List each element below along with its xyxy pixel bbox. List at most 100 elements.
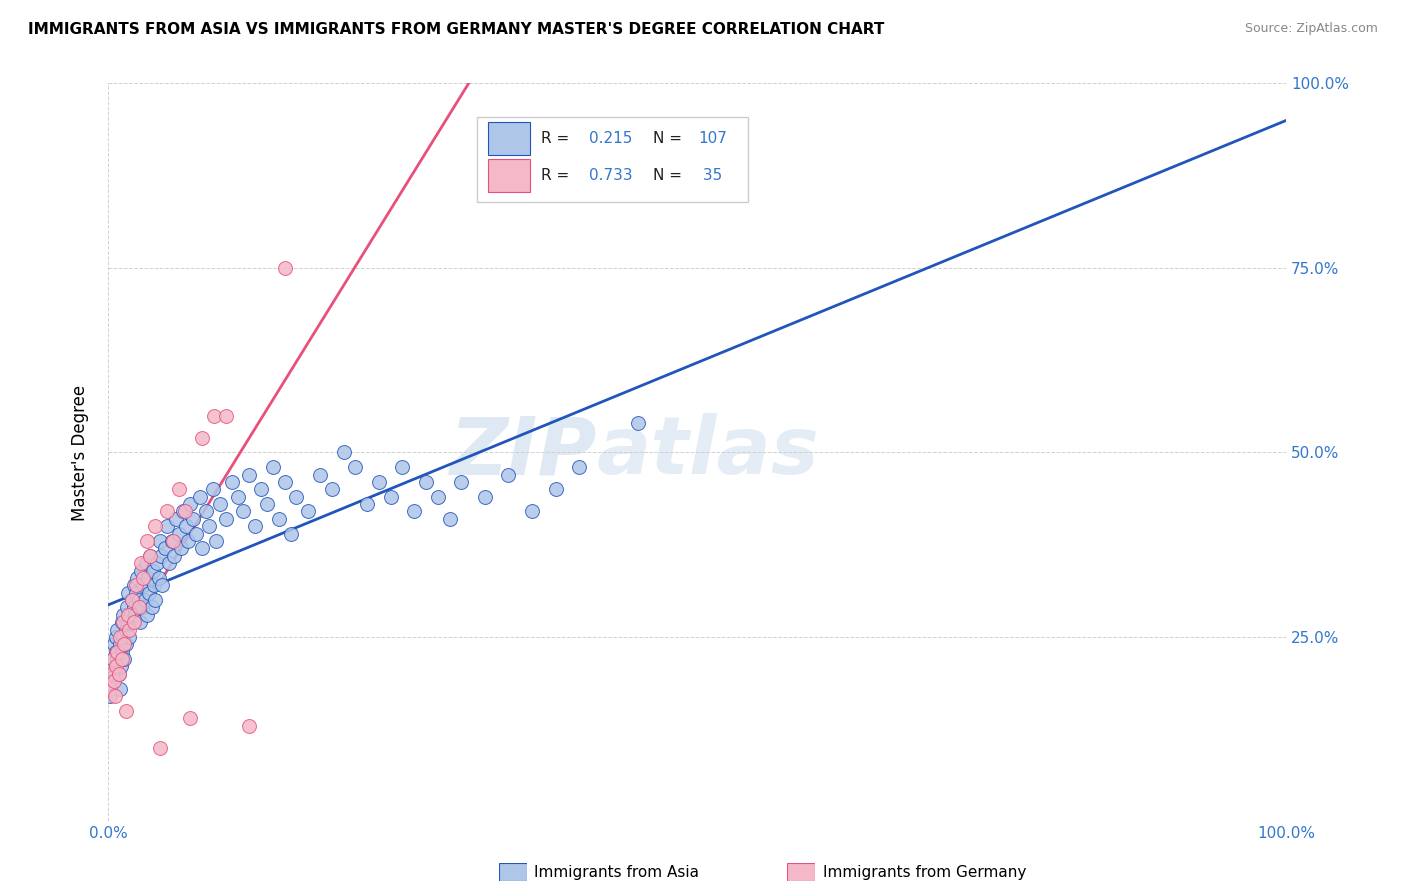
Point [202, 409, 225, 423]
Point [194, 504, 217, 518]
Point [111, 652, 134, 666]
Point [215, 512, 238, 526]
Point [262, 460, 284, 475]
Point [186, 526, 208, 541]
Point [117, 607, 139, 622]
Point [344, 460, 367, 475]
Point [221, 475, 243, 489]
Point [173, 504, 195, 518]
FancyBboxPatch shape [488, 122, 530, 155]
Point [150, 549, 173, 563]
Point [474, 490, 496, 504]
Point [356, 497, 378, 511]
Point [170, 541, 193, 556]
Text: 107: 107 [699, 131, 727, 146]
Point [163, 549, 186, 563]
Point [135, 556, 157, 570]
Point [132, 571, 155, 585]
Point [368, 475, 391, 489]
Point [98, 689, 121, 703]
Point [104, 666, 127, 681]
Point [285, 490, 308, 504]
Point [208, 497, 231, 511]
Point [332, 445, 354, 459]
Point [250, 483, 273, 497]
Point [450, 475, 472, 489]
Point [627, 416, 650, 430]
Point [157, 556, 180, 570]
Point [232, 504, 254, 518]
Point [108, 630, 131, 644]
Point [120, 607, 142, 622]
Point [188, 490, 211, 504]
Point [112, 607, 135, 622]
Point [121, 615, 143, 630]
Point [136, 571, 159, 585]
Point [150, 578, 173, 592]
Point [128, 600, 150, 615]
Point [129, 556, 152, 570]
Point [179, 711, 201, 725]
Point [544, 483, 567, 497]
Point [142, 564, 165, 578]
Point [107, 623, 129, 637]
Point [520, 504, 543, 518]
Point [238, 718, 260, 732]
Point [267, 512, 290, 526]
Point [124, 607, 146, 622]
Point [256, 497, 278, 511]
Text: Immigrants from Asia: Immigrants from Asia [534, 865, 699, 880]
Point [131, 600, 153, 615]
Point [179, 497, 201, 511]
Point [122, 578, 145, 592]
Point [118, 623, 141, 637]
Point [149, 534, 172, 549]
Point [107, 666, 129, 681]
Point [118, 630, 141, 644]
Point [128, 615, 150, 630]
Point [380, 490, 402, 504]
Point [121, 593, 143, 607]
Point [139, 549, 162, 563]
FancyBboxPatch shape [477, 117, 748, 202]
Point [127, 571, 149, 585]
Point [112, 630, 135, 644]
Point [391, 460, 413, 475]
Point [135, 534, 157, 549]
Point [103, 674, 125, 689]
Point [148, 571, 170, 585]
Text: 0.215: 0.215 [589, 131, 631, 146]
Point [117, 585, 139, 599]
Text: atlas: atlas [598, 414, 820, 491]
Point [201, 483, 224, 497]
Point [568, 460, 591, 475]
Point [177, 534, 200, 549]
Point [105, 659, 128, 673]
Point [107, 645, 129, 659]
Text: R =: R = [541, 131, 575, 146]
Point [114, 623, 136, 637]
Point [162, 534, 184, 549]
Point [198, 519, 221, 533]
Point [105, 645, 128, 659]
Point [112, 615, 135, 630]
Point [101, 652, 124, 666]
Point [143, 593, 166, 607]
Point [100, 666, 122, 681]
Point [191, 431, 214, 445]
Point [156, 504, 179, 518]
Text: Source: ZipAtlas.com: Source: ZipAtlas.com [1244, 22, 1378, 36]
Point [129, 564, 152, 578]
Point [205, 534, 228, 549]
Point [125, 585, 148, 599]
Point [128, 593, 150, 607]
Point [226, 490, 249, 504]
Point [321, 483, 343, 497]
Point [122, 615, 145, 630]
Point [273, 475, 295, 489]
Point [280, 526, 302, 541]
Point [167, 483, 190, 497]
Point [135, 607, 157, 622]
Point [297, 504, 319, 518]
Point [160, 534, 183, 549]
